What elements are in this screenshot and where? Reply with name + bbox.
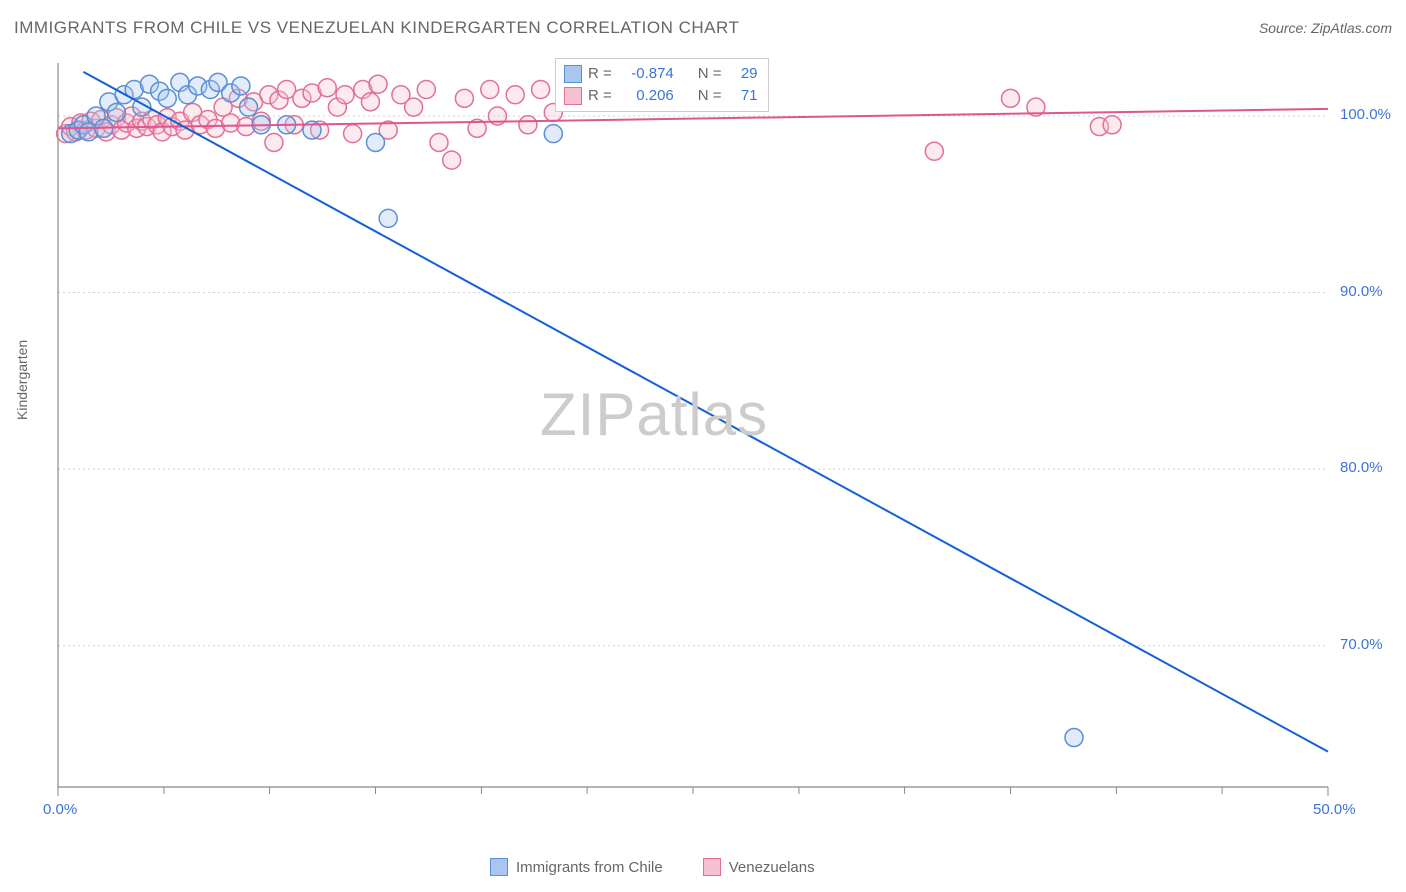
n-value-chile: 29 — [728, 63, 758, 85]
legend-item-venezuela: Venezuelans — [703, 858, 815, 876]
legend-item-chile: Immigrants from Chile — [490, 858, 663, 876]
chart-area — [50, 55, 1330, 815]
swatch-chile-bottom — [490, 858, 508, 876]
chart-svg — [50, 55, 1330, 815]
legend-stats: R = -0.874 N = 29 R = 0.206 N = 71 — [555, 58, 769, 112]
y-axis-label: Kindergarten — [14, 340, 30, 420]
legend-bottom: Immigrants from Chile Venezuelans — [490, 858, 815, 876]
y-tick-label: 80.0% — [1340, 459, 1383, 476]
y-tick-label: 90.0% — [1340, 283, 1383, 300]
y-tick-label: 70.0% — [1340, 636, 1383, 653]
n-value-venezuela: 71 — [728, 85, 758, 107]
x-tick-label: 50.0% — [1313, 801, 1356, 818]
swatch-venezuela — [564, 87, 582, 105]
swatch-chile — [564, 65, 582, 83]
x-tick-label: 0.0% — [43, 801, 77, 818]
source-label: Source: ZipAtlas.com — [1259, 20, 1392, 36]
chart-title: IMMIGRANTS FROM CHILE VS VENEZUELAN KIND… — [14, 18, 739, 38]
legend-row-venezuela: R = 0.206 N = 71 — [564, 85, 758, 107]
swatch-venezuela-bottom — [703, 858, 721, 876]
legend-row-chile: R = -0.874 N = 29 — [564, 63, 758, 85]
y-tick-label: 100.0% — [1340, 106, 1391, 123]
r-value-venezuela: 0.206 — [618, 85, 674, 107]
r-value-chile: -0.874 — [618, 63, 674, 85]
